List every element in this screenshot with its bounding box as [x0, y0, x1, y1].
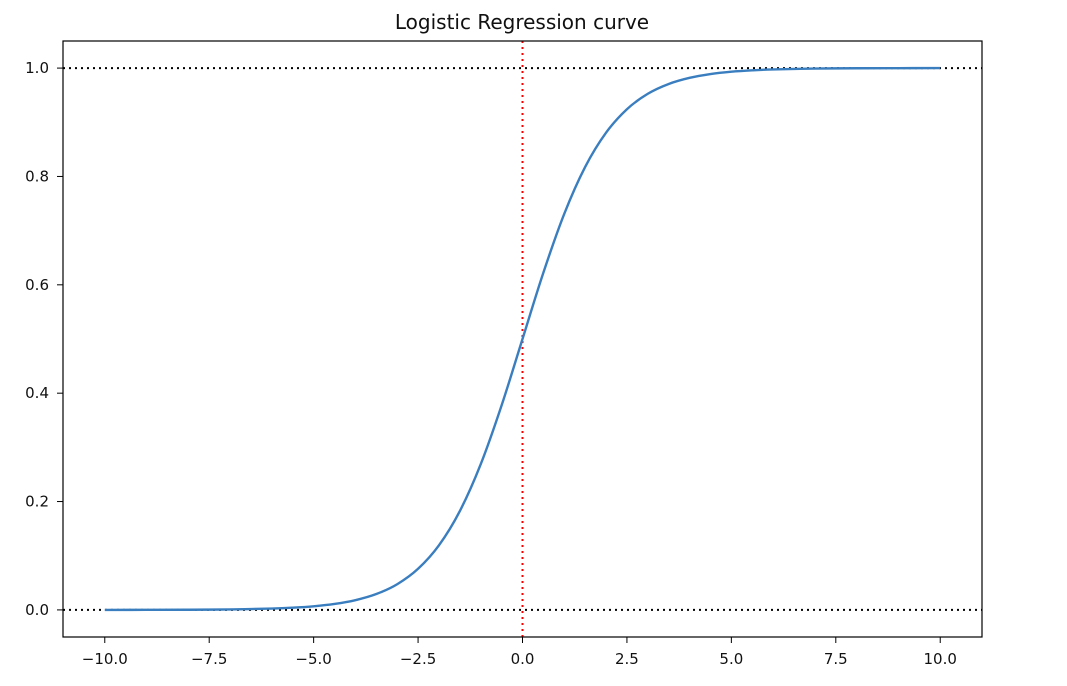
y-tick-label: 0.4: [25, 384, 49, 402]
x-tick-label: 7.5: [824, 650, 848, 668]
chart-title: Logistic Regression curve: [395, 10, 649, 34]
y-tick-label: 0.8: [25, 167, 49, 185]
y-axis: 0.0 0.2 0.4 0.6 0.8 1.0: [25, 59, 63, 619]
y-tick-label: 0.2: [25, 493, 49, 511]
x-tick-label: −7.5: [191, 650, 227, 668]
y-tick-label: 0.0: [25, 601, 49, 619]
x-tick-label: −2.5: [400, 650, 436, 668]
series-layer: [104, 66, 941, 612]
x-tick-label: −10.0: [82, 650, 128, 668]
x-tick-label: 10.0: [924, 650, 957, 668]
series-line-sigmoid: [104, 66, 941, 612]
y-tick-label: 1.0: [25, 59, 49, 77]
y-tick-label: 0.6: [25, 276, 49, 294]
x-tick-label: −5.0: [295, 650, 331, 668]
x-tick-label: 0.0: [511, 650, 535, 668]
x-tick-label: 5.0: [719, 650, 743, 668]
x-tick-label: 2.5: [615, 650, 639, 668]
x-axis: −10.0 −7.5 −5.0 −2.5 0.0 2.5 5.0 7.5 10.0: [82, 637, 957, 668]
